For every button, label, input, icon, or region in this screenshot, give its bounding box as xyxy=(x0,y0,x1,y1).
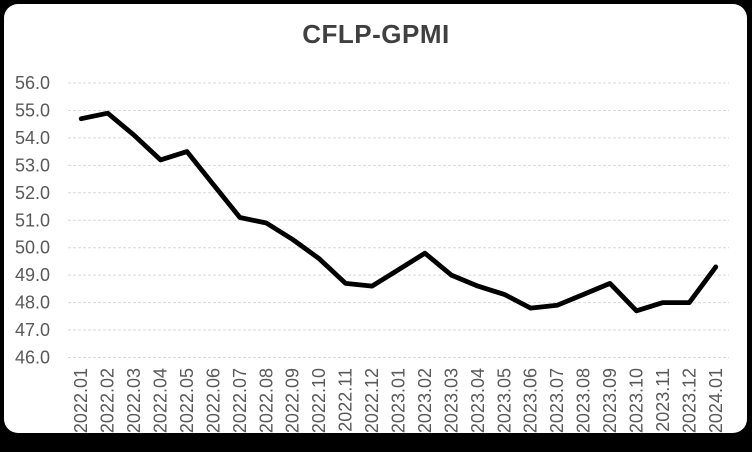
y-axis-tick-label: 54.0 xyxy=(15,128,50,148)
y-axis-tick-label: 46.0 xyxy=(15,348,50,368)
chart-title: CFLP-GPMI xyxy=(302,19,450,49)
x-axis-tick-label: 2023.05 xyxy=(494,368,514,433)
x-axis-tick-label: 2022.01 xyxy=(71,368,91,433)
x-axis-tick-label: 2023.08 xyxy=(574,368,594,433)
x-axis-tick-label: 2023.01 xyxy=(389,368,409,433)
y-axis-tick-label: 52.0 xyxy=(15,183,50,203)
y-axis-tick-label: 56.0 xyxy=(15,73,50,93)
x-axis-tick-label: 2023.09 xyxy=(600,368,620,433)
chart-card xyxy=(4,4,747,433)
x-axis-tick-label: 2022.06 xyxy=(203,368,223,433)
y-axis-tick-label: 53.0 xyxy=(15,155,50,175)
x-axis-tick-label: 2022.12 xyxy=(362,368,382,433)
y-axis-tick-label: 47.0 xyxy=(15,320,50,340)
x-axis-tick-label: 2022.11 xyxy=(336,368,356,432)
x-axis-tick-label: 2022.09 xyxy=(283,368,303,433)
data-line-series xyxy=(78,110,719,314)
x-axis-tick-label: 2023.11 xyxy=(653,368,673,432)
x-axis-tick-label: 2022.10 xyxy=(309,368,329,433)
x-axis-tick-label: 2023.02 xyxy=(415,368,435,433)
x-axis-tick-label: 2023.04 xyxy=(468,368,488,433)
x-axis-tick-label: 2023.03 xyxy=(441,368,461,433)
y-axis-tick-label: 48.0 xyxy=(15,293,50,313)
y-axis-tick-label: 55.0 xyxy=(15,100,50,120)
y-axis-tick-label: 51.0 xyxy=(15,210,50,230)
x-axis-tick-label: 2022.02 xyxy=(98,368,118,433)
x-axis-tick-label: 2022.07 xyxy=(230,368,250,433)
y-axis-tick-label: 49.0 xyxy=(15,265,50,285)
x-axis-tick-label: 2022.04 xyxy=(151,368,171,433)
x-axis-tick-label: 2023.12 xyxy=(679,368,699,433)
x-axis-tick-label: 2023.10 xyxy=(626,368,646,433)
x-axis-tick-label: 2024.01 xyxy=(706,368,726,433)
x-axis-tick-label: 2023.07 xyxy=(547,368,567,433)
x-axis-tick-label: 2022.08 xyxy=(256,368,276,433)
x-axis-tick-label: 2023.06 xyxy=(521,368,541,433)
y-axis-tick-label: 50.0 xyxy=(15,238,50,258)
x-axis-tick-label: 2022.05 xyxy=(177,368,197,433)
x-axis-tick-label: 2022.03 xyxy=(124,368,144,433)
